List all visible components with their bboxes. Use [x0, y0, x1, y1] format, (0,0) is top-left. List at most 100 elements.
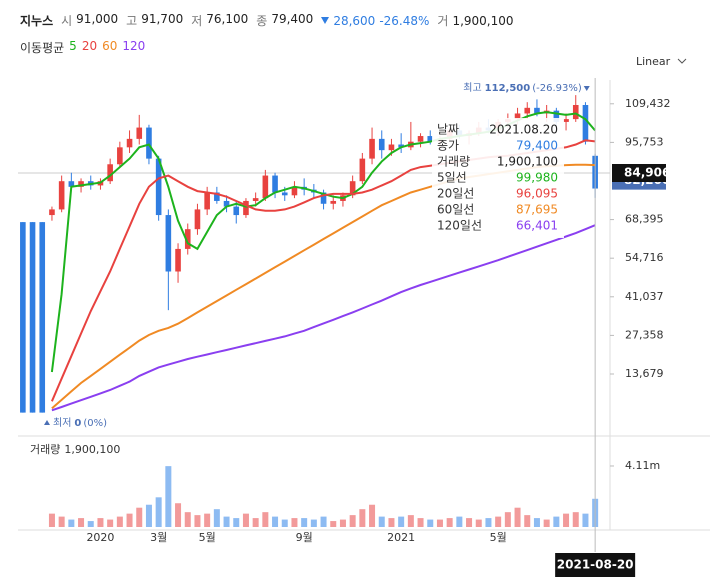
x-tick-label: 5월	[490, 531, 507, 544]
candle-body	[349, 181, 356, 196]
high-value: 112,500	[485, 83, 531, 94]
tooltip-value: 2021.08.20	[489, 123, 558, 137]
candle-body	[194, 209, 201, 230]
candle-body	[126, 138, 133, 148]
y-tick-label: 68,395	[625, 213, 664, 226]
volume-bar	[87, 521, 94, 527]
candle-body	[223, 200, 230, 207]
low-label: 최저	[53, 417, 71, 429]
volume-bar	[107, 519, 114, 527]
volume-bar	[475, 519, 482, 527]
tooltip-bg	[432, 118, 564, 238]
tooltip-label: 60일선	[437, 203, 474, 217]
x-tick-label: 5월	[199, 531, 216, 544]
candle-body	[58, 181, 65, 210]
candle-body	[272, 175, 278, 193]
volume-title: 거래량 1,900,100	[30, 443, 120, 456]
volume-bar	[262, 512, 269, 527]
volume-bar	[456, 516, 463, 527]
volume-bar	[165, 466, 172, 527]
volume-bar	[136, 507, 143, 527]
candle-body	[20, 222, 26, 413]
date-label: 2021-08-20	[557, 558, 634, 572]
tooltip-value: 66,401	[516, 219, 558, 233]
volume-bar	[339, 519, 346, 527]
field-value: 76,100	[206, 12, 249, 26]
volume-bar	[495, 516, 502, 527]
volume-bar	[446, 518, 453, 527]
volume-bar	[272, 516, 279, 527]
high-pct: (-26.93%)	[532, 83, 582, 94]
price-box	[612, 163, 666, 182]
volume-bar	[126, 513, 133, 527]
y-tick-label: 13,679	[625, 367, 664, 380]
volume-bar	[213, 509, 220, 527]
candle-body	[553, 110, 560, 122]
volume-bar	[553, 516, 560, 527]
volume-bar	[582, 513, 589, 527]
scale-menu[interactable]: Linear	[636, 55, 671, 68]
low-value: 0	[74, 418, 81, 429]
candle-body	[398, 144, 404, 148]
x-tick-label: 2021	[387, 531, 415, 544]
field-value: 79,400	[271, 12, 314, 26]
candle-body	[39, 222, 46, 413]
field-label: 종	[256, 14, 268, 28]
ma-legend: 이동평균 5 20 60 120	[20, 39, 145, 56]
volume-tick-label: 4.11m	[625, 459, 660, 472]
field-value: 91,700	[141, 12, 184, 26]
candle-body	[582, 105, 589, 142]
volume-bar	[68, 519, 75, 527]
ma-period: 120	[122, 39, 146, 53]
ma-period: 5	[69, 39, 77, 53]
y-tick-label: 95,753	[625, 135, 664, 148]
header-fields: 시 91,000 고 91,700 저 76,100 종 79,400	[57, 12, 313, 29]
volume-bar	[252, 518, 259, 527]
volume-bar	[543, 519, 550, 527]
volume-bar	[436, 519, 443, 527]
candle-body	[572, 105, 579, 120]
volume-bar	[291, 518, 298, 527]
x-tick-label: 2020	[86, 531, 114, 544]
volume-bar	[398, 516, 405, 527]
volume-bar	[223, 516, 230, 527]
high-label: 최고	[463, 82, 481, 94]
tooltip-label: 날짜	[437, 123, 459, 137]
candle-body	[214, 192, 220, 201]
tooltip-value: 87,695	[516, 203, 558, 217]
date-box	[555, 553, 636, 577]
candle-body	[184, 229, 191, 249]
candle-body	[281, 192, 288, 196]
tooltip-label: 종가	[437, 139, 459, 153]
ma-line	[51, 224, 596, 412]
volume-bar	[427, 519, 434, 527]
candle-body	[378, 138, 385, 151]
candle-body	[388, 144, 395, 151]
tooltip-label: 20일선	[437, 187, 474, 201]
tooltip-value: 1,900,100	[497, 155, 558, 169]
candle-body	[233, 206, 240, 216]
volume-bar	[155, 497, 162, 527]
volume-bar	[310, 519, 317, 527]
candle-body	[204, 192, 210, 210]
volume-bar	[242, 513, 249, 527]
candle-body	[291, 186, 298, 196]
candle-body	[417, 136, 424, 142]
candle-body	[563, 119, 569, 122]
volume-bar	[417, 518, 424, 527]
y-tick-label: 54,716	[625, 251, 664, 264]
volume-bar	[504, 512, 511, 527]
tooltip-value: 99,980	[516, 171, 558, 185]
volume-bar	[572, 512, 579, 527]
volume-bar	[466, 518, 473, 527]
chevron[interactable]	[677, 58, 687, 64]
candle-body	[49, 209, 55, 216]
y-tick-label: 41,037	[625, 290, 664, 303]
volume-label: 거	[437, 14, 449, 28]
ma-title: 이동평균	[20, 41, 65, 55]
volume-bar	[204, 513, 211, 527]
volume-bar	[184, 512, 191, 527]
tooltip-value: 96,095	[516, 187, 558, 201]
y-tick-label: 27,358	[625, 328, 664, 341]
volume-bar	[175, 503, 182, 527]
